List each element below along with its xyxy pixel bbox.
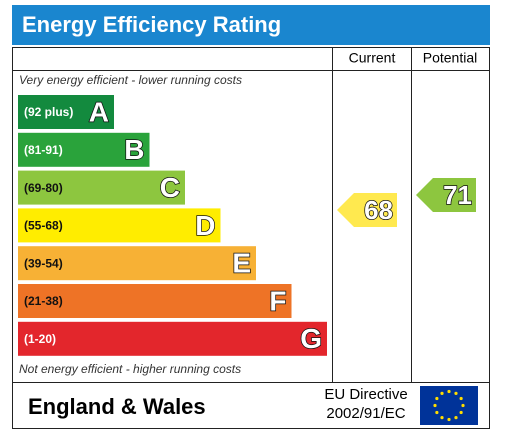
band-letter: C	[160, 172, 180, 203]
flag-star	[454, 391, 458, 395]
flag-star	[433, 403, 437, 408]
flag-star	[440, 391, 444, 395]
band-letter: D	[195, 210, 215, 241]
band	[18, 246, 256, 281]
band	[18, 132, 150, 167]
band-letter: B	[124, 134, 144, 165]
band	[18, 170, 185, 205]
directive: 2002/91/EC	[326, 405, 405, 422]
band	[18, 95, 114, 129]
column-header: Potential	[423, 50, 477, 66]
eu-flag	[420, 386, 478, 425]
flag-star	[459, 396, 463, 401]
flag-star	[454, 416, 458, 420]
rating-value: 71	[443, 180, 472, 210]
frame	[12, 47, 490, 429]
band-letter: F	[269, 285, 286, 316]
band-range: (55-68)	[24, 219, 63, 233]
band-letter: E	[232, 248, 251, 279]
rating-arrow	[416, 178, 476, 212]
flag-star	[447, 389, 451, 394]
band-letter: G	[300, 323, 322, 354]
region: England & Wales	[28, 394, 206, 419]
rating-value: 68	[364, 195, 393, 225]
band	[18, 321, 327, 356]
flag-star	[440, 416, 444, 420]
flag-star	[459, 410, 463, 415]
top-note: Very energy efficient - lower running co…	[19, 73, 242, 87]
band-range: (92 plus)	[24, 105, 73, 119]
column-header: Current	[349, 50, 396, 66]
band	[18, 208, 221, 243]
flag-star	[461, 403, 465, 408]
band-range: (81-91)	[24, 143, 63, 157]
band-range: (1-20)	[24, 332, 56, 346]
band-range: (21-38)	[24, 294, 63, 308]
flag-star	[435, 410, 439, 415]
band	[18, 284, 292, 318]
title-bar	[12, 5, 490, 45]
band-letter: A	[89, 96, 109, 127]
chart-title: Energy Efficiency Rating	[22, 12, 281, 37]
directive: EU Directive	[324, 386, 407, 403]
rating-arrow	[337, 193, 397, 227]
flag-star	[435, 396, 439, 401]
bottom-note: Not energy efficient - higher running co…	[19, 362, 241, 376]
band-range: (39-54)	[24, 256, 63, 270]
flag-star	[447, 417, 451, 422]
band-range: (69-80)	[24, 181, 63, 195]
